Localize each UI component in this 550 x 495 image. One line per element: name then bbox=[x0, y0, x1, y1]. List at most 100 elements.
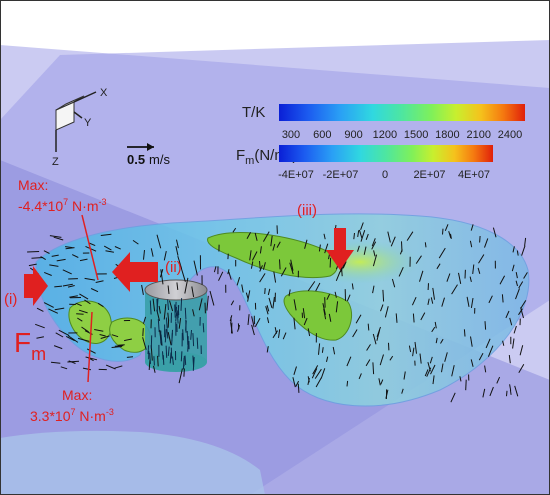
velocity-vector bbox=[78, 309, 88, 314]
fm-label: Fm bbox=[14, 327, 46, 364]
velocity-vector bbox=[259, 273, 266, 283]
velocity-vector bbox=[288, 289, 291, 297]
velocity-vector bbox=[273, 271, 277, 283]
velocity-vector bbox=[82, 367, 92, 371]
velocity-vector bbox=[55, 332, 64, 338]
velocity-vector bbox=[485, 338, 491, 349]
velocity-vector bbox=[521, 245, 526, 256]
force-tick-3: 2E+07 bbox=[413, 169, 445, 181]
velocity-vector bbox=[143, 250, 145, 260]
velocity-vector bbox=[153, 356, 155, 366]
velocity-vector bbox=[62, 269, 72, 275]
velocity-vector bbox=[390, 236, 396, 247]
velocity-vector bbox=[156, 298, 159, 311]
velocity-vector bbox=[31, 257, 44, 259]
velocity-vector bbox=[502, 340, 505, 346]
velocity-vector bbox=[293, 317, 296, 330]
velocity-vector bbox=[192, 309, 195, 317]
velocity-vector bbox=[53, 236, 64, 241]
velocity-vector bbox=[236, 277, 241, 286]
velocity-vector bbox=[81, 326, 89, 333]
velocity-vector bbox=[320, 368, 326, 379]
velocity-vector bbox=[484, 321, 487, 330]
velocity-vector bbox=[459, 376, 462, 382]
axis-triad: X Y Z bbox=[52, 87, 108, 168]
velocity-vector bbox=[355, 314, 362, 324]
velocity-vector bbox=[77, 337, 90, 342]
velocity-vector bbox=[84, 277, 96, 281]
z-axis-label: Z bbox=[52, 156, 59, 168]
velocity-vector bbox=[176, 282, 179, 290]
velocity-vector bbox=[444, 352, 448, 362]
velocity-vector bbox=[444, 224, 449, 231]
temperature-tick-1: 600 bbox=[313, 129, 331, 141]
velocity-vector bbox=[523, 272, 528, 279]
velocity-vector bbox=[69, 295, 78, 298]
velocity-vector bbox=[427, 298, 430, 306]
velocity-vector bbox=[132, 239, 139, 245]
velocity-vector bbox=[176, 306, 178, 316]
velocity-vector bbox=[246, 231, 252, 239]
velocity-vector bbox=[65, 335, 75, 342]
velocity-vector bbox=[371, 241, 377, 250]
velocity-vector bbox=[265, 306, 269, 315]
velocity-vector bbox=[469, 276, 472, 283]
velocity-vector bbox=[513, 325, 517, 334]
velocity-vector bbox=[435, 337, 438, 344]
velocity-vector bbox=[389, 355, 394, 361]
velocity-vector bbox=[111, 334, 119, 338]
force-tick-2: 0 bbox=[382, 169, 388, 181]
velocity-vector bbox=[228, 271, 232, 280]
velocity-vector bbox=[312, 365, 319, 375]
velocity-vector bbox=[511, 264, 515, 272]
velocity-vector bbox=[67, 360, 80, 363]
velocity-vector bbox=[401, 388, 404, 394]
velocity-vector bbox=[492, 227, 497, 238]
velocity-vector bbox=[430, 297, 434, 304]
velocity-vector bbox=[446, 273, 451, 282]
velocity-vector bbox=[105, 250, 114, 253]
velocity-vector bbox=[278, 329, 281, 338]
velocity-vector bbox=[365, 359, 371, 367]
temperature-tick-5: 1800 bbox=[435, 129, 459, 141]
velocity-vector bbox=[163, 250, 167, 261]
max-positive-title: Max: bbox=[62, 387, 92, 403]
velocity-vector bbox=[185, 320, 187, 331]
velocity-vector bbox=[351, 283, 354, 290]
velocity-vector bbox=[123, 338, 132, 342]
velocity-scale-value: 0.5 bbox=[127, 152, 145, 167]
velocity-vector bbox=[43, 302, 54, 308]
velocity-vector bbox=[54, 307, 65, 311]
velocity-vector bbox=[159, 269, 164, 278]
temperature-tick-4: 1500 bbox=[404, 129, 428, 141]
velocity-vector bbox=[111, 346, 122, 348]
velocity-vector bbox=[176, 239, 179, 249]
velocity-vector bbox=[282, 332, 287, 340]
velocity-vector bbox=[97, 302, 104, 308]
velocity-vector bbox=[167, 299, 169, 310]
velocity-vector bbox=[40, 256, 46, 261]
velocity-vector bbox=[58, 329, 70, 337]
velocity-vector bbox=[318, 244, 321, 252]
positive-force-region-left bbox=[68, 300, 112, 344]
temperature-tick-7: 2400 bbox=[498, 129, 522, 141]
velocity-vector bbox=[515, 280, 518, 287]
velocity-vector bbox=[114, 246, 121, 250]
velocity-vector bbox=[267, 288, 271, 296]
velocity-vector bbox=[254, 318, 261, 328]
x-axis-label: X bbox=[100, 87, 108, 99]
velocity-vector bbox=[304, 239, 308, 249]
velocity-vector bbox=[514, 385, 519, 397]
velocity-vector bbox=[100, 335, 110, 339]
velocity-vector bbox=[175, 246, 179, 256]
velocity-vector bbox=[184, 277, 189, 294]
velocity-vector bbox=[249, 250, 252, 261]
velocity-vector bbox=[250, 261, 254, 269]
velocity-vector bbox=[440, 338, 444, 344]
velocity-vector bbox=[48, 308, 59, 314]
velocity-vector bbox=[259, 260, 261, 269]
velocity-vector bbox=[315, 282, 321, 292]
velocity-vector bbox=[505, 310, 510, 319]
velocity-vector bbox=[27, 251, 40, 253]
